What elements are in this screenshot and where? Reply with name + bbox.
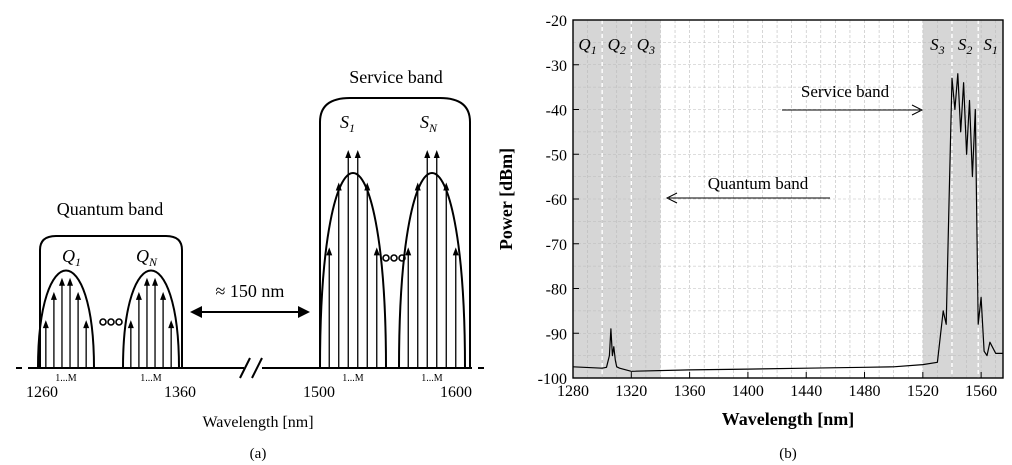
s1-subchannel-label: 1...M	[342, 373, 364, 384]
schematic-panel: 1260 1360 1500 1600 Wavelength [nm] (a) …	[10, 67, 490, 462]
region-label-s3: S3	[930, 35, 945, 57]
region-labels: Q1 Q2 Q3 S3 S2 S1	[578, 35, 997, 57]
y-tick-label: -90	[546, 326, 567, 343]
y-tick-label: -60	[546, 192, 567, 209]
schematic-tick-1600: 1600	[440, 384, 472, 401]
x-tick-label: 1560	[965, 383, 997, 400]
region-label-s2: S2	[958, 35, 973, 57]
sn-label: SN	[420, 112, 438, 135]
q1-subchannel-arrowhead	[42, 320, 49, 329]
y-tick-label: -70	[546, 237, 567, 254]
x-tick-label: 1480	[849, 383, 881, 400]
schematic-tick-1360: 1360	[164, 384, 196, 401]
axis-break-mark	[239, 357, 251, 379]
qn-label: QN	[136, 246, 158, 269]
x-tick-label: 1400	[732, 383, 764, 400]
service-band-annotation: Service band	[801, 82, 890, 101]
s1-subchannel-arrowhead	[345, 150, 352, 159]
x-axis-label: Wavelength [nm]	[722, 409, 855, 429]
y-axis-label: Power [dBm]	[496, 148, 516, 250]
q1-subchannel-arrowhead	[50, 291, 57, 300]
x-tick-label: 1280	[557, 383, 589, 400]
shaded-regions	[573, 20, 1003, 378]
y-tick-label: -20	[546, 13, 567, 30]
gap-label: ≈ 150 nm	[216, 281, 285, 301]
sn-subchannel-label: 1...M	[421, 373, 443, 384]
sn-subchannel-arrowhead	[414, 182, 421, 191]
qn-subchannel-arrowhead	[152, 277, 159, 286]
quantum-ellipsis-icon	[99, 318, 123, 326]
s1-channel-envelope	[319, 172, 387, 369]
schematic-xlabel: Wavelength [nm]	[202, 414, 313, 431]
spectrum-panel: 1280 1320 1360 1400 1440 1480 1520 1560 -20 -30 -4…	[496, 13, 1004, 462]
s1-subchannel-arrowhead	[364, 182, 371, 191]
quantum-band-envelope	[39, 235, 183, 368]
sn-subchannel-arrowhead	[443, 182, 450, 191]
s1-label: S1	[340, 112, 355, 135]
quantum-band-title: Quantum band	[57, 199, 163, 219]
region-label-q3: Q3	[637, 35, 655, 57]
y-tick-label: -50	[546, 147, 567, 164]
y-tick-label: -30	[546, 58, 567, 75]
s1-subchannel-arrowhead	[373, 247, 380, 256]
quantum-band-annotation: Quantum band	[708, 174, 809, 193]
q1-subchannel-arrowhead	[75, 291, 82, 300]
s1-subchannel-arrowhead	[354, 150, 361, 159]
spectrum-line-0	[572, 73, 1003, 372]
channel-groups	[37, 150, 466, 369]
x-tick-label: 1440	[790, 383, 822, 400]
grid-lines	[573, 20, 1003, 378]
service-band-title: Service band	[349, 67, 442, 87]
x-tick-label: 1520	[907, 383, 939, 400]
y-tick-label: -100	[538, 371, 567, 388]
x-tick-label: 1360	[674, 383, 706, 400]
sn-subchannel-arrowhead	[433, 150, 440, 159]
panel-a-caption: (a)	[250, 446, 267, 462]
q1-subchannel-arrowhead	[83, 320, 90, 329]
q1-subchannel-arrowhead	[58, 277, 65, 286]
quantum-band-arrow	[665, 192, 830, 204]
shaded-region-0	[573, 20, 661, 378]
q1-subchannel-label: 1...M	[55, 373, 77, 384]
service-band-envelope	[319, 97, 471, 368]
axis-break-mark	[251, 357, 263, 379]
qn-subchannel-arrowhead	[143, 277, 150, 286]
y-tick-label: -80	[546, 282, 567, 299]
y-tick-label: -40	[546, 103, 567, 120]
service-band-arrow	[782, 104, 924, 116]
s1-subchannel-arrowhead	[326, 247, 333, 256]
service-ellipsis-icon	[382, 254, 406, 262]
spectrum-series	[572, 73, 1003, 372]
sn-subchannel-arrowhead	[452, 247, 459, 256]
sn-subchannel-arrowhead	[405, 247, 412, 256]
q1-label: Q1	[62, 246, 81, 269]
s1-subchannel-arrowhead	[335, 182, 342, 191]
qn-channel-envelope	[122, 269, 180, 369]
region-label-s1: S1	[983, 35, 998, 57]
gap-double-arrow	[190, 306, 310, 318]
qn-subchannel-arrowhead	[127, 320, 134, 329]
region-label-q2: Q2	[608, 35, 626, 57]
qn-subchannel-label: 1...M	[140, 373, 162, 384]
region-label-q1: Q1	[578, 35, 596, 57]
axis-ticks: 1280 1320 1360 1400 1440 1480 1520 1560 -20 -30 -4…	[538, 13, 997, 400]
qn-subchannel-arrowhead	[160, 291, 167, 300]
x-tick-label: 1320	[615, 383, 647, 400]
qn-subchannel-arrowhead	[135, 291, 142, 300]
qn-subchannel-arrowhead	[168, 320, 175, 329]
schematic-tick-1500: 1500	[303, 384, 335, 401]
q1-subchannel-arrowhead	[67, 277, 74, 286]
sn-subchannel-arrowhead	[424, 150, 431, 159]
sn-channel-envelope	[398, 172, 466, 369]
q1-channel-envelope	[37, 269, 95, 369]
panel-b-caption: (b)	[779, 446, 797, 462]
schematic-tick-1260: 1260	[26, 384, 58, 401]
